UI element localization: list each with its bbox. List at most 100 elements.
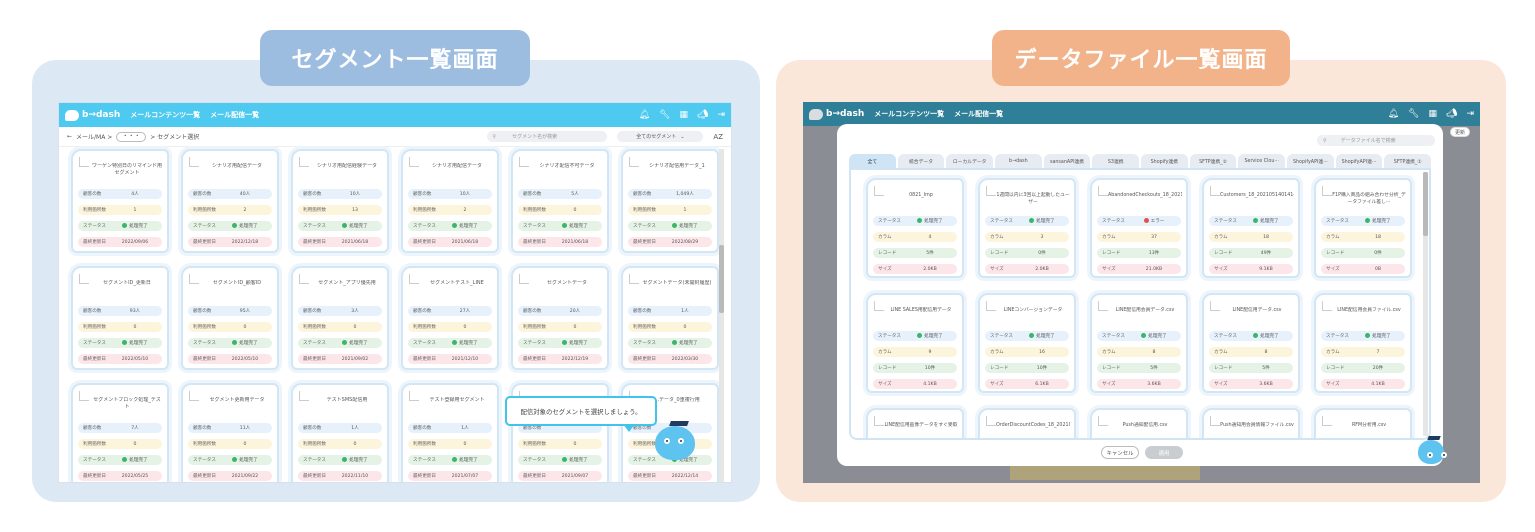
breadcrumb-mail-ma[interactable]: メール/MA > [76, 134, 113, 141]
segment-card[interactable]: ワーゲン特別日のリマインド用セグメント 顧客の数 4人 利用箇所数 1 ステータス 処理完了… [71, 149, 169, 253]
segment-count-label: 顧客の数 [523, 309, 542, 314]
segment-count-row: 顧客の数 11人 [188, 423, 272, 433]
datafile-status-value: 処理完了 [1356, 218, 1400, 224]
brand-logo[interactable]: b→dash [65, 109, 121, 121]
segment-card[interactable]: シナリオ用配信経験データ 顧客の数 10人 利用箇所数 13 ステータス 処理完了 最終更新日… [291, 149, 389, 253]
segment-card[interactable]: シナリオ配信用データ_1 顧客の数 1,049人 利用箇所数 1 ステータス 処理完了 最終更… [621, 149, 719, 253]
datafile-records-text: 5件 [1150, 366, 1158, 371]
segment-filter-select[interactable]: 全てのセグメント ⌄ [617, 131, 704, 142]
segment-count-text: 1人 [681, 309, 689, 314]
apply-button[interactable]: 適用 [1145, 446, 1183, 459]
datafile-status-row: ステータス 処理完了 [1321, 331, 1405, 341]
datafile-card[interactable]: Push通知配信用.csvステータスカラムレコードサイズ [1090, 408, 1188, 438]
segment-card[interactable]: セグメントデータ(未開封履歴) 顧客の数 1人 利用箇所数 0 ステータス 処理完了 最終更新… [621, 266, 719, 370]
datafile-card[interactable]: 1週間以内に3回以上起動したユーザー ステータス 処理完了 カラム 3 レコード 0件 サイズ… [978, 178, 1076, 278]
segment-count-row: 顧客の数 1人 [298, 423, 382, 433]
tab-8[interactable]: Service Clou··· [1238, 154, 1286, 168]
datafile-card[interactable]: LINE配信用データ.csv ステータス 処理完了 カラム 8 レコード 5件 サイズ 3.6K… [1202, 293, 1300, 393]
datafile-card[interactable]: AbandonedCheckouts_18_20210513014714.csv… [1090, 178, 1188, 278]
segment-count-text: 11人 [239, 426, 251, 431]
segment-card[interactable]: テスト登録用セグメント 顧客の数 1人 利用箇所数 0 ステータス 処理完了 最終更新日 202… [401, 383, 499, 482]
tab-9[interactable]: ShopifyAPI連··· [1287, 154, 1334, 168]
tab-11[interactable]: SFTP連携_① [1384, 154, 1432, 168]
segment-card[interactable]: シナリオ配信不可データ 顧客の数 5人 利用箇所数 0 ステータス 処理完了 最終更新日 202… [511, 149, 609, 253]
segment-card[interactable]: セグメントID_更新日 顧客の数 93人 利用箇所数 0 ステータス 処理完了 最終更新日 20… [71, 266, 169, 370]
datafile-search-input[interactable]: ⚲ データファイル名で検索 [1317, 135, 1435, 146]
datafile-card[interactable]: Push通知用会員情報ファイル.csvステータスカラムレコードサイズ [1202, 408, 1300, 438]
datafile-card[interactable]: Customers_18_2021051401414.csv ステータス 処理完了カ… [1202, 178, 1300, 278]
wrench-icon[interactable]: 🔧︎ [659, 110, 671, 120]
datafile-size-value: 2.0KB [908, 267, 952, 272]
datafile-card[interactable]: LINE配信用会員データ.csv ステータス 処理完了 カラム 8 レコード 5件 サイズ 3.… [1090, 293, 1188, 393]
tab-5[interactable]: S3連携 [1092, 154, 1140, 168]
segment-search-input[interactable]: ⚲ セグメント名が検索 [487, 131, 608, 142]
tab-2[interactable]: ローカルデータ [946, 154, 994, 168]
sort-az-button[interactable]: AZ [713, 132, 723, 141]
segment-card[interactable]: セグメントID_顧客ID 顧客の数 95人 利用箇所数 0 ステータス 処理完了 最終更新日 2… [181, 266, 279, 370]
tab-3[interactable]: b→dash [995, 154, 1042, 168]
back-arrow-icon[interactable]: ← [67, 133, 73, 140]
datafile-status-row: ステータス 処理完了 [873, 331, 957, 341]
nav-mail-delivery[interactable]: メール配信一覧 [210, 111, 260, 119]
datafile-card[interactable]: F1P購入商品の組み合わせ分析_データファイル差し··· ステータス 処理完了 カラム… [1314, 178, 1412, 278]
datafile-scrollbar[interactable] [1423, 172, 1428, 436]
segment-card[interactable]: セグメント_アプリ優先用 顧客の数 3人 利用箇所数 0 ステータス 処理完了 最終更新日 20… [291, 266, 389, 370]
segment-scrollbar[interactable] [719, 149, 724, 482]
tab-6[interactable]: Shopify連携 [1141, 154, 1188, 168]
segment-status-label: ステータス [633, 458, 656, 463]
datafile-card[interactable]: 0821_Imp ステータス 処理完了 カラム 4 レコード 5件 サイズ 2.0KB [866, 178, 964, 278]
datafile-card[interactable]: RFM分析用.csvステータスカラムレコードサイズ [1314, 408, 1412, 438]
brand-name: b→dash [82, 110, 121, 120]
segment-card[interactable]: テストSMS配信用 顧客の数 1人 利用箇所数 0 ステータス 処理完了 最終更新日 2022/… [291, 383, 389, 482]
segment-count-label: 顧客の数 [523, 426, 542, 431]
logout-icon[interactable]: ⇥ [717, 110, 725, 120]
file-corner-icon [986, 186, 996, 196]
datafile-records-row: レコード 5件 [873, 248, 957, 258]
datafile-card[interactable]: LINEコンバージョンデータ ステータス 処理完了 カラム 16 レコード 10件 サイズ 6.… [978, 293, 1076, 393]
cancel-button[interactable]: キャンセル [1101, 446, 1139, 459]
datafile-columns-value: 16 [1020, 350, 1064, 355]
datafile-card[interactable]: LINE配信用会員ファイル.csv ステータス 処理完了 カラム 7 レコード 20件 サイズ… [1314, 293, 1412, 393]
datafile-columns-label: カラム [1102, 235, 1116, 240]
tab-4[interactable]: sansanAPI連携 [1043, 154, 1091, 168]
datafile-records-text: 5件 [1262, 366, 1270, 371]
breadcrumb-more-button[interactable]: ・・・ [116, 131, 147, 142]
datafile-records-text: 20件 [1372, 366, 1384, 371]
segment-status-row: ステータス 処理完了 [518, 221, 602, 231]
segment-status-label: ステータス [303, 224, 326, 229]
datafile-card[interactable]: OrderDiscountCodes_18_20210513014747.csv… [978, 408, 1076, 438]
megaphone-icon[interactable]: 📣︎ [697, 110, 709, 120]
segment-card[interactable]: セグメントテスト_LINE 顧客の数 27人 利用箇所数 0 ステータス 処理完了 最終更新日… [401, 266, 499, 370]
segment-card[interactable]: セグメントブロック処理_テスト 顧客の数 7人 利用箇所数 0 ステータス 処理完了 最終更新… [71, 383, 169, 482]
tab-10[interactable]: ShopifyAPI連··· [1335, 154, 1383, 168]
bell-icon[interactable]: 🔔︎ [638, 110, 651, 120]
segment-card[interactable]: シナリオ用配信データ 顧客の数 10人 利用箇所数 2 ステータス 処理完了 最終更新日 202… [401, 149, 499, 253]
datafile-scrollbar-thumb[interactable] [1423, 172, 1428, 236]
tab-0[interactable]: 全て [849, 154, 896, 168]
tab-1[interactable]: 統合データ [897, 154, 945, 168]
segment-status-label: ステータス [413, 458, 436, 463]
segment-updated-text: 2022/12/19 [561, 356, 589, 362]
datafile-card[interactable]: LINE SALES用配信用データ ステータス 処理完了 カラム 9 レコード 10件 サイズ… [866, 293, 964, 393]
tab-7[interactable]: SFTP連携_② [1189, 154, 1237, 168]
datafile-status-value: 処理完了 [1132, 333, 1176, 339]
nav-mail-contents[interactable]: メールコンテンツ一覧 [130, 111, 201, 119]
segment-card[interactable]: セグメントデータ 顧客の数 20人 利用箇所数 0 ステータス 処理完了 最終更新日 2022/… [511, 266, 609, 370]
segment-updated-label: 最終更新日 [193, 357, 216, 362]
datafile-columns-text: 18 [1375, 234, 1381, 240]
datafile-status-text: 処理完了 [1260, 334, 1279, 339]
segment-status-text: 処理完了 [459, 341, 478, 346]
segment-updated-value: 2022/05/10 [223, 357, 267, 362]
segment-updated-text: 2021/09/07 [561, 473, 589, 479]
datafile-card[interactable]: LINE配信用画像データをすぐ受取ステータスカラムレコードサイズ [866, 408, 964, 438]
segment-status-row: ステータス 処理完了 [78, 221, 162, 231]
segment-scrollbar-thumb[interactable] [719, 245, 724, 313]
datafile-status-text: 処理完了 [924, 219, 943, 224]
segment-name: セグメントデータ [546, 280, 587, 286]
segment-usage-value: 0 [553, 208, 597, 213]
segment-card[interactable]: シナリオ用配信データ 顧客の数 40人 利用箇所数 2 ステータス 処理完了 最終更新日 202… [181, 149, 279, 253]
segment-card[interactable]: セグメント更新用データ 顧客の数 11人 利用箇所数 0 ステータス 処理完了 最終更新日 20… [181, 383, 279, 482]
datafile-columns-value: 4 [908, 235, 952, 240]
grid-icon[interactable]: ▦ [679, 110, 689, 120]
segment-updated-row: 最終更新日 2022/05/25 [78, 471, 162, 481]
